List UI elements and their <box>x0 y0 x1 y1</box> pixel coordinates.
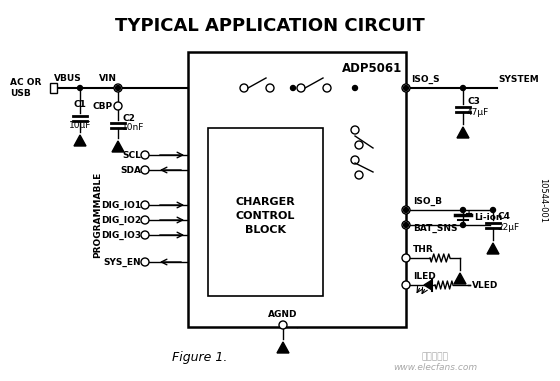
Text: TYPICAL APPLICATION CIRCUIT: TYPICAL APPLICATION CIRCUIT <box>115 17 425 35</box>
Text: BLOCK: BLOCK <box>245 225 286 235</box>
Circle shape <box>404 223 408 227</box>
Text: VBUS: VBUS <box>54 74 82 83</box>
Circle shape <box>402 254 410 262</box>
Text: DIG_IO1: DIG_IO1 <box>101 200 141 210</box>
Circle shape <box>141 201 149 209</box>
Text: ISO_B: ISO_B <box>413 197 442 206</box>
Text: CBP: CBP <box>93 101 113 110</box>
Text: BAT_SNS: BAT_SNS <box>413 224 458 233</box>
Text: SDA: SDA <box>120 165 141 174</box>
Text: 22μF: 22μF <box>497 223 519 232</box>
Text: C1: C1 <box>73 100 86 109</box>
Circle shape <box>141 231 149 239</box>
Circle shape <box>460 223 465 227</box>
Text: SCL: SCL <box>122 150 141 160</box>
Polygon shape <box>457 127 469 138</box>
Circle shape <box>114 84 122 92</box>
Circle shape <box>355 141 363 149</box>
Text: SYS_EN: SYS_EN <box>104 258 141 267</box>
Text: AC OR
USB: AC OR USB <box>10 78 41 98</box>
Text: ADP5061: ADP5061 <box>342 62 402 75</box>
Text: VIN: VIN <box>99 74 117 83</box>
Polygon shape <box>277 342 289 353</box>
Circle shape <box>141 216 149 224</box>
Text: DIG_IO3: DIG_IO3 <box>101 231 141 240</box>
Circle shape <box>351 126 359 134</box>
Circle shape <box>355 171 363 179</box>
Circle shape <box>323 84 331 92</box>
Polygon shape <box>112 141 124 152</box>
Text: SYSTEM: SYSTEM <box>498 75 539 84</box>
Text: C3: C3 <box>467 96 480 106</box>
Text: 电子发烧友
www.elecfans.com: 电子发烧友 www.elecfans.com <box>393 352 477 372</box>
Circle shape <box>352 85 357 91</box>
Circle shape <box>402 206 410 214</box>
Text: 10nF: 10nF <box>122 123 144 131</box>
Circle shape <box>351 156 359 164</box>
Circle shape <box>402 84 410 92</box>
Text: ILED: ILED <box>413 272 436 281</box>
Text: VLED: VLED <box>472 280 498 290</box>
Text: 10μF: 10μF <box>69 121 91 130</box>
Text: 47μF: 47μF <box>467 107 489 117</box>
Circle shape <box>266 84 274 92</box>
Circle shape <box>77 85 82 91</box>
Text: C4: C4 <box>497 211 510 221</box>
Text: ISO_S: ISO_S <box>411 75 440 84</box>
Text: AGND: AGND <box>268 310 298 319</box>
Circle shape <box>279 321 287 329</box>
Circle shape <box>291 85 296 91</box>
Text: CHARGER: CHARGER <box>236 197 295 207</box>
Text: Li-ion: Li-ion <box>474 213 502 222</box>
Polygon shape <box>74 135 86 146</box>
Text: 10544-001: 10544-001 <box>539 178 548 223</box>
Text: THR: THR <box>413 245 434 254</box>
Circle shape <box>402 221 410 229</box>
Polygon shape <box>487 243 499 254</box>
Text: DIG_IO2: DIG_IO2 <box>101 215 141 224</box>
Polygon shape <box>424 280 432 290</box>
Text: C2: C2 <box>122 114 135 123</box>
Circle shape <box>141 166 149 174</box>
Text: +: + <box>465 209 473 219</box>
Circle shape <box>460 85 465 91</box>
Circle shape <box>460 208 465 213</box>
Circle shape <box>115 85 120 91</box>
Circle shape <box>114 102 122 110</box>
Circle shape <box>240 84 248 92</box>
Circle shape <box>491 208 496 213</box>
Text: PROGRAMMABLE: PROGRAMMABLE <box>94 172 102 258</box>
Bar <box>208 128 323 296</box>
Circle shape <box>141 151 149 159</box>
Circle shape <box>297 84 305 92</box>
Polygon shape <box>454 273 466 284</box>
Circle shape <box>404 208 408 213</box>
Circle shape <box>402 281 410 289</box>
Bar <box>188 52 406 327</box>
Bar <box>50 83 57 93</box>
Circle shape <box>141 258 149 266</box>
Text: CONTROL: CONTROL <box>236 211 295 221</box>
Text: Figure 1.: Figure 1. <box>172 351 228 363</box>
Circle shape <box>404 85 408 91</box>
